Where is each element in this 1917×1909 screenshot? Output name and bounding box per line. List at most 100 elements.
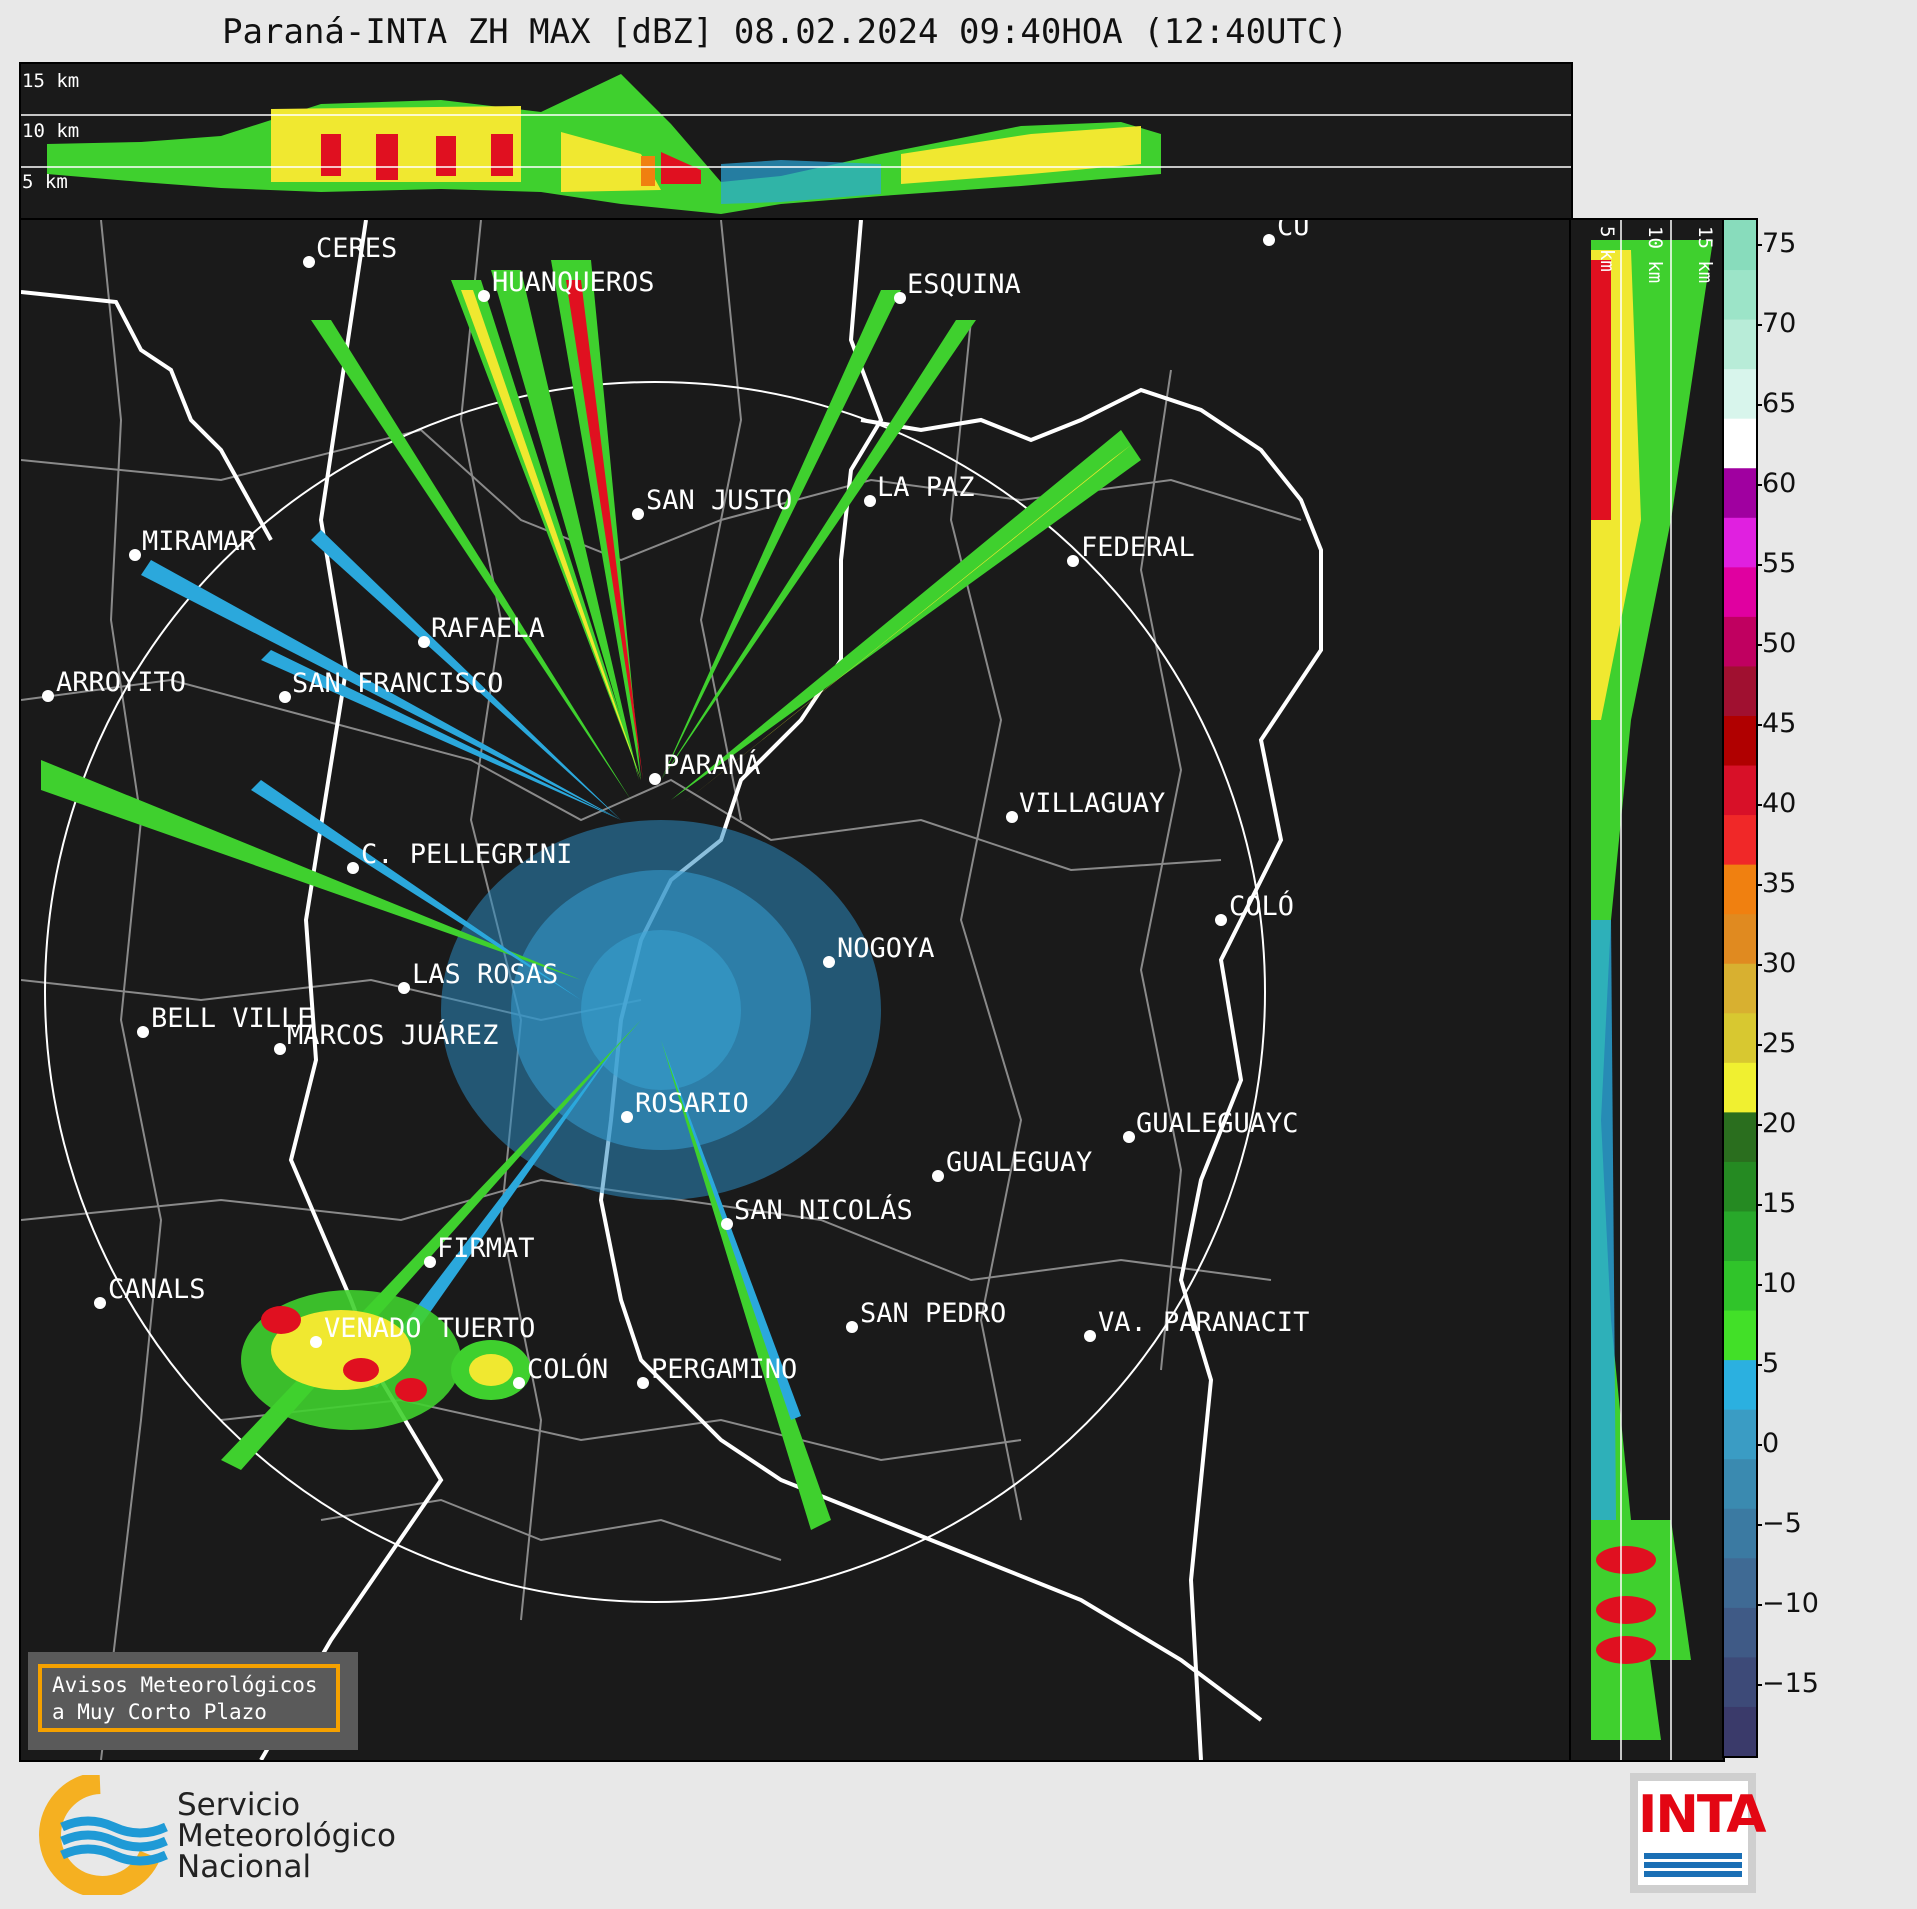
city-dot-va-paranacit [1084, 1330, 1096, 1342]
colorbar-segment [1724, 269, 1756, 320]
city-label-venado-tuerto: VENADO TUERTO [324, 1313, 535, 1344]
colorbar-tick-label: 15 [1762, 1188, 1797, 1219]
city-dot-gualeguayc [1123, 1131, 1135, 1143]
inta-logo: INTA [1630, 1773, 1767, 1893]
city-label-colon: COLÓN [527, 1353, 608, 1385]
city-label-rafaela: RAFAELA [431, 613, 545, 644]
city-dot-huanqueros [478, 290, 490, 302]
colorbar-tick-mark [1756, 1044, 1762, 1046]
city-label-marcos-juarez: MARCOS JUÁREZ [287, 1019, 498, 1051]
inta-logo-inner: INTA [1638, 1781, 1767, 1885]
city-label-nogoya: NOGOYA [837, 933, 935, 964]
chart-title: Paraná-INTA ZH MAX [dBZ] 08.02.2024 09:4… [222, 12, 1348, 52]
top-height-label-10: 10 km [22, 120, 79, 142]
colorbar-tick-label: 50 [1762, 628, 1797, 659]
city-dot-villaguay [1006, 811, 1018, 823]
colorbar-tick-label: 75 [1762, 228, 1797, 259]
colorbar-svg [1724, 220, 1756, 1757]
colorbar-tick-mark [1756, 1124, 1762, 1126]
city-dot-san-nicolas [721, 1218, 733, 1230]
colorbar-segment [1724, 566, 1756, 617]
smn-line3: Nacional [177, 1849, 312, 1885]
city-dot-bell-ville [137, 1026, 149, 1038]
city-dot-san-pedro [846, 1321, 858, 1333]
colorbar-tick-label: 35 [1762, 868, 1797, 899]
colorbar-tick-mark [1756, 404, 1762, 406]
radar-map: CERES HUANQUEROS ESQUINA CU SAN JUSTO LA… [19, 211, 1573, 1762]
colorbar-segment [1724, 1706, 1756, 1757]
colorbar-segment [1724, 715, 1756, 766]
city-label-cu: CU [1277, 220, 1310, 242]
smn-line1: Servicio [177, 1787, 301, 1823]
colorbar-segment [1724, 913, 1756, 964]
city-label-esquina: ESQUINA [907, 269, 1021, 300]
right-cross-section-svg: 5 km 10 km 15 km [1591, 220, 1716, 1760]
top-echo-band [47, 74, 1161, 214]
top-cross-section-svg: 15 km 10 km 5 km [21, 70, 1571, 214]
city-label-firmat: FIRMAT [437, 1233, 535, 1264]
colorbar-tick-mark [1756, 884, 1762, 886]
city-dot-ceres [303, 256, 315, 268]
colorbar-tick-label: 25 [1762, 1028, 1797, 1059]
colorbar-segment [1724, 616, 1756, 667]
city-label-la-paz: LA PAZ [877, 472, 975, 503]
city-label-las-rosas: LAS ROSAS [412, 959, 558, 990]
city-label-san-justo: SAN JUSTO [646, 485, 792, 516]
city-label-pergamino: PERGAMINO [651, 1354, 797, 1385]
top-height-label-5: 5 km [22, 171, 68, 193]
city-dot-pergamino [637, 1377, 649, 1389]
badge-line2: a Muy Corto Plazo [52, 1700, 267, 1724]
colorbar-tick-mark [1756, 644, 1762, 646]
colorbar-segment [1724, 418, 1756, 469]
city-labels: CERES HUANQUEROS ESQUINA CU SAN JUSTO LA… [56, 211, 1310, 1385]
city-dot-gualeguay [932, 1170, 944, 1182]
city-label-ceres: CERES [316, 233, 397, 264]
city-label-c-pellegrini: C. PELLEGRINI [361, 839, 572, 870]
colorbar-tick-label: 60 [1762, 468, 1797, 499]
city-label-gualeguay: GUALEGUAY [946, 1147, 1092, 1178]
city-label-federal: FEDERAL [1081, 532, 1195, 563]
colorbar-segment [1724, 1458, 1756, 1509]
colorbar-tick-label: 0 [1762, 1428, 1780, 1459]
colorbar-tick-mark [1756, 564, 1762, 566]
colorbar-tick-label: −15 [1762, 1668, 1819, 1699]
storm-cells [241, 1290, 531, 1430]
colorbar-segment [1724, 665, 1756, 716]
city-label-san-pedro: SAN PEDRO [860, 1298, 1006, 1329]
city-label-miramar: MIRAMAR [142, 526, 257, 557]
warning-badge: Avisos Meteorológicos a Muy Corto Plazo [28, 1652, 358, 1750]
city-dot-venado-tuerto [310, 1336, 322, 1348]
city-label-huanqueros: HUANQUEROS [492, 267, 655, 298]
colorbar-tick-mark [1756, 1684, 1762, 1686]
colorbar-segment [1724, 1310, 1756, 1361]
colorbar-segment [1724, 1260, 1756, 1311]
city-dot-nogoya [823, 956, 835, 968]
radar-clutter [441, 820, 881, 1200]
right-height-label-5: 5 km [1596, 226, 1618, 272]
colorbar-segment [1724, 1161, 1756, 1212]
city-dot-colo [1215, 914, 1227, 926]
colorbar-tick-mark [1756, 324, 1762, 326]
colorbar-tick-label: 30 [1762, 948, 1797, 979]
city-label-parana: PARANÁ [663, 749, 761, 781]
right-height-label-10: 10 km [1644, 226, 1666, 283]
city-dot-cu [1263, 234, 1275, 246]
city-dot-san-justo [632, 508, 644, 520]
colorbar-tick-label: 5 [1762, 1348, 1780, 1379]
city-dot-esquina [894, 292, 906, 304]
colorbar-segment [1724, 814, 1756, 865]
city-label-san-nicolas: SAN NICOLÁS [734, 1194, 913, 1226]
city-dot-las-rosas [398, 982, 410, 994]
colorbar-segment [1724, 467, 1756, 518]
right-height-label-15: 15 km [1694, 226, 1716, 283]
smn-logo-icon [39, 1775, 168, 1895]
colorbar-segment [1724, 1111, 1756, 1162]
colorbar-tick-label: 45 [1762, 708, 1797, 739]
city-dot-colon [513, 1377, 525, 1389]
colorbar-tick-label: 70 [1762, 308, 1797, 339]
colorbar [1722, 218, 1758, 1758]
city-dot-miramar [129, 549, 141, 561]
colorbar-segment [1724, 1012, 1756, 1063]
city-dot-arroyito [42, 690, 54, 702]
city-dot-federal [1067, 555, 1079, 567]
